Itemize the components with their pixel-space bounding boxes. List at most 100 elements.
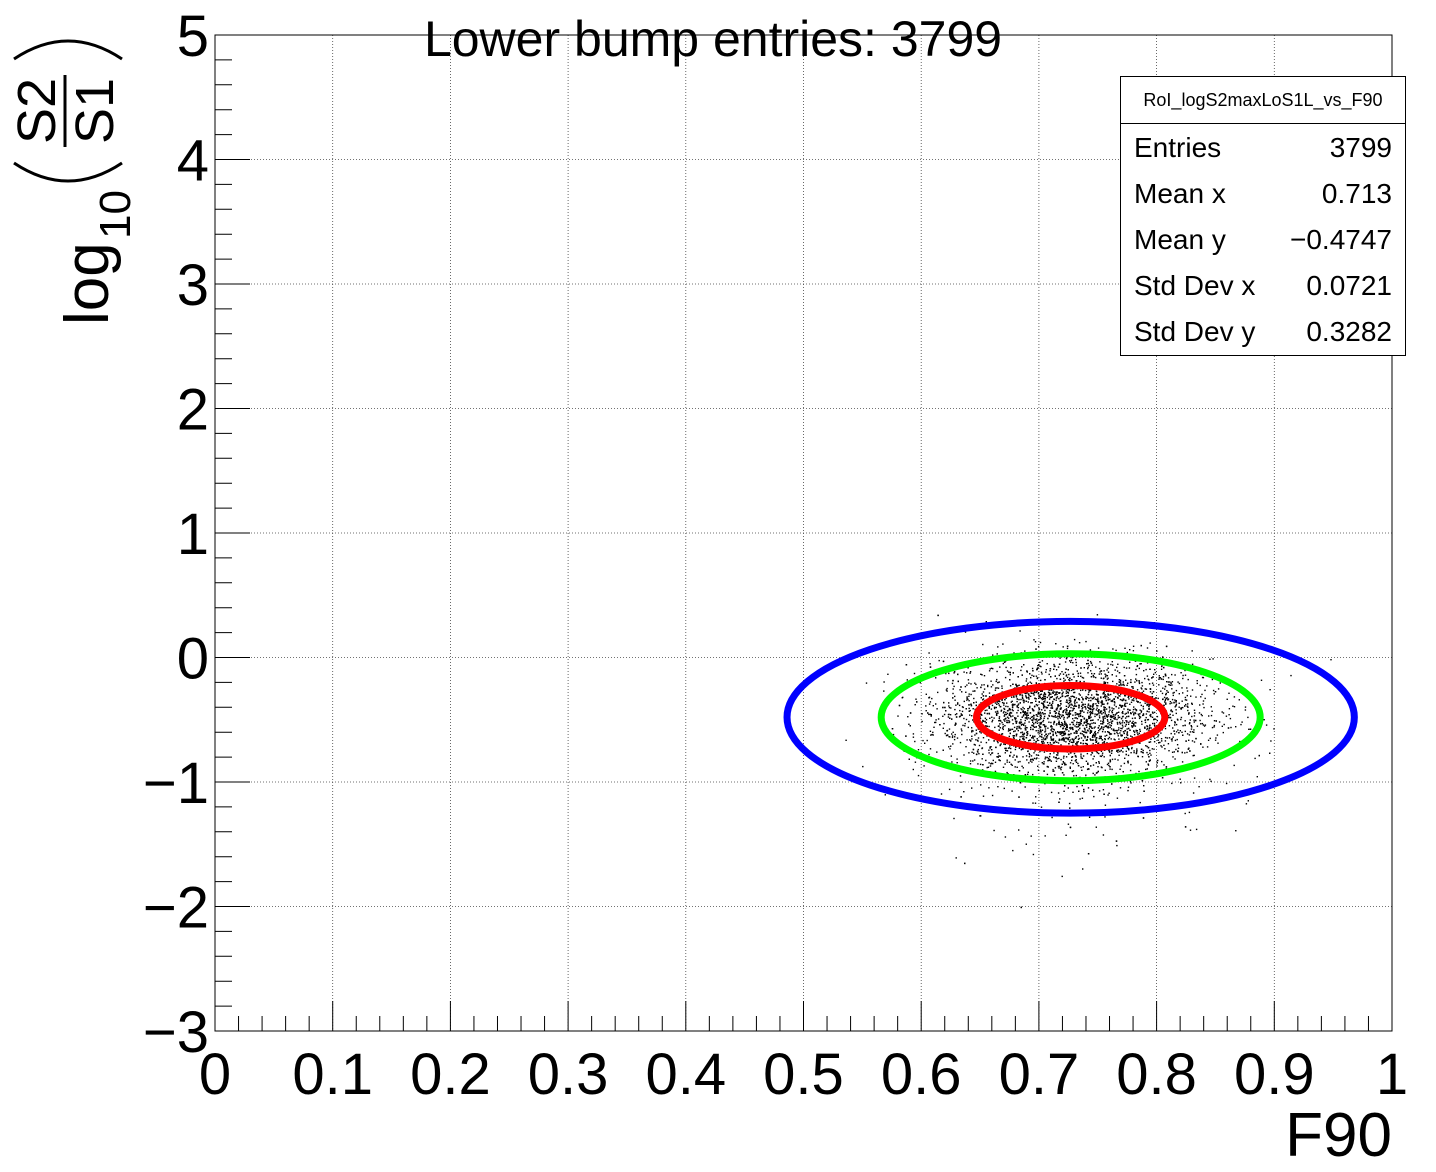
scatter-point [1019,760,1021,763]
scatter-point [1103,707,1105,709]
scatter-point [1063,718,1065,720]
scatter-point [1015,683,1017,686]
scatter-point [1121,712,1123,714]
scatter-point [1065,675,1067,677]
scatter-point [1127,786,1130,788]
scatter-point [1056,677,1058,680]
scatter-point [1032,670,1034,672]
scatter-point [1062,731,1064,733]
scatter-point [1247,800,1249,802]
scatter-point [991,716,993,718]
scatter-point [1032,759,1034,761]
scatter-point [1026,727,1028,729]
contour-ellipse-blue [783,617,1358,817]
scatter-point [1060,768,1062,771]
scatter-point [1047,704,1049,707]
scatter-point [1176,738,1178,741]
scatter-point [988,787,990,789]
scatter-point [1132,645,1135,647]
scatter-point [1152,676,1154,678]
scatter-point [1108,706,1111,708]
scatter-point [1126,733,1128,735]
scatter-point [905,735,907,737]
scatter-point [1241,721,1243,723]
scatter-point [1059,705,1061,707]
scatter-point [1032,735,1034,738]
scatter-point [1073,701,1076,703]
scatter-point [957,703,959,705]
stats-key: Std Dev y [1134,316,1256,347]
scatter-point [1164,701,1166,703]
scatter-point [1166,681,1168,683]
scatter-point [1064,724,1067,726]
scatter-point [1087,736,1089,738]
scatter-point [1131,746,1133,749]
scatter-point [1134,708,1136,710]
scatter-point [1097,742,1099,745]
scatter-point [935,677,937,679]
scatter-point [1141,688,1143,690]
scatter-point [986,709,988,711]
scatter-point [1195,737,1197,740]
scatter-point [928,753,930,756]
scatter-point [1062,732,1064,734]
scatter-point [1122,720,1124,722]
scatter-point [1191,663,1194,665]
scatter-point [1065,692,1067,694]
scatter-point [1040,671,1043,673]
scatter-point [1012,736,1015,739]
scatter-point [1210,706,1212,708]
scatter-point [1116,721,1119,724]
scatter-point [1121,699,1123,701]
scatter-point [989,668,991,670]
scatter-point [1171,688,1173,690]
scatter-point [1182,725,1184,727]
scatter-point [1093,696,1095,698]
scatter-point [1093,673,1096,675]
scatter-point [1050,704,1052,707]
scatter-point [981,714,983,716]
scatter-point [1038,707,1040,709]
scatter-point [1151,692,1153,695]
scatter-point [1177,681,1179,683]
scatter-point [969,714,971,716]
scatter-point [1048,695,1050,697]
scatter-point [1156,650,1158,652]
scatter-point [1107,731,1109,733]
scatter-point [1050,736,1052,738]
scatter-point [1149,642,1151,644]
scatter-point [1235,726,1237,728]
stats-key: Mean y [1134,224,1226,255]
scatter-point [1107,738,1110,740]
scatter-point [908,723,910,725]
scatter-point [1080,737,1083,739]
scatter-point [1124,705,1127,707]
scatter-point [1091,712,1094,714]
x-tick-label: 0.7 [999,1042,1080,1107]
scatter-point [1067,691,1069,694]
scatter-point [954,713,957,716]
scatter-point [1002,723,1004,726]
scatter-point [1039,641,1042,644]
scatter-point [1094,774,1096,776]
scatter-point [1089,708,1092,711]
scatter-point [1067,738,1069,741]
scatter-point [1023,738,1025,741]
scatter-point [1173,691,1175,694]
scatter-point [1120,734,1122,736]
scatter-point [1176,718,1179,720]
scatter-point [913,672,916,675]
scatter-point [1151,677,1153,679]
scatter-point [1149,714,1151,717]
scatter-point [1179,730,1181,732]
scatter-point [1057,706,1059,708]
scatter-point [1180,782,1182,784]
scatter-point [1030,726,1032,729]
scatter-point [1122,698,1125,700]
scatter-point [1187,703,1189,705]
scatter-point [1004,718,1006,720]
scatter-point [948,706,951,709]
scatter-point [1188,713,1190,715]
scatter-point [1199,719,1201,722]
scatter-point [1138,770,1140,773]
